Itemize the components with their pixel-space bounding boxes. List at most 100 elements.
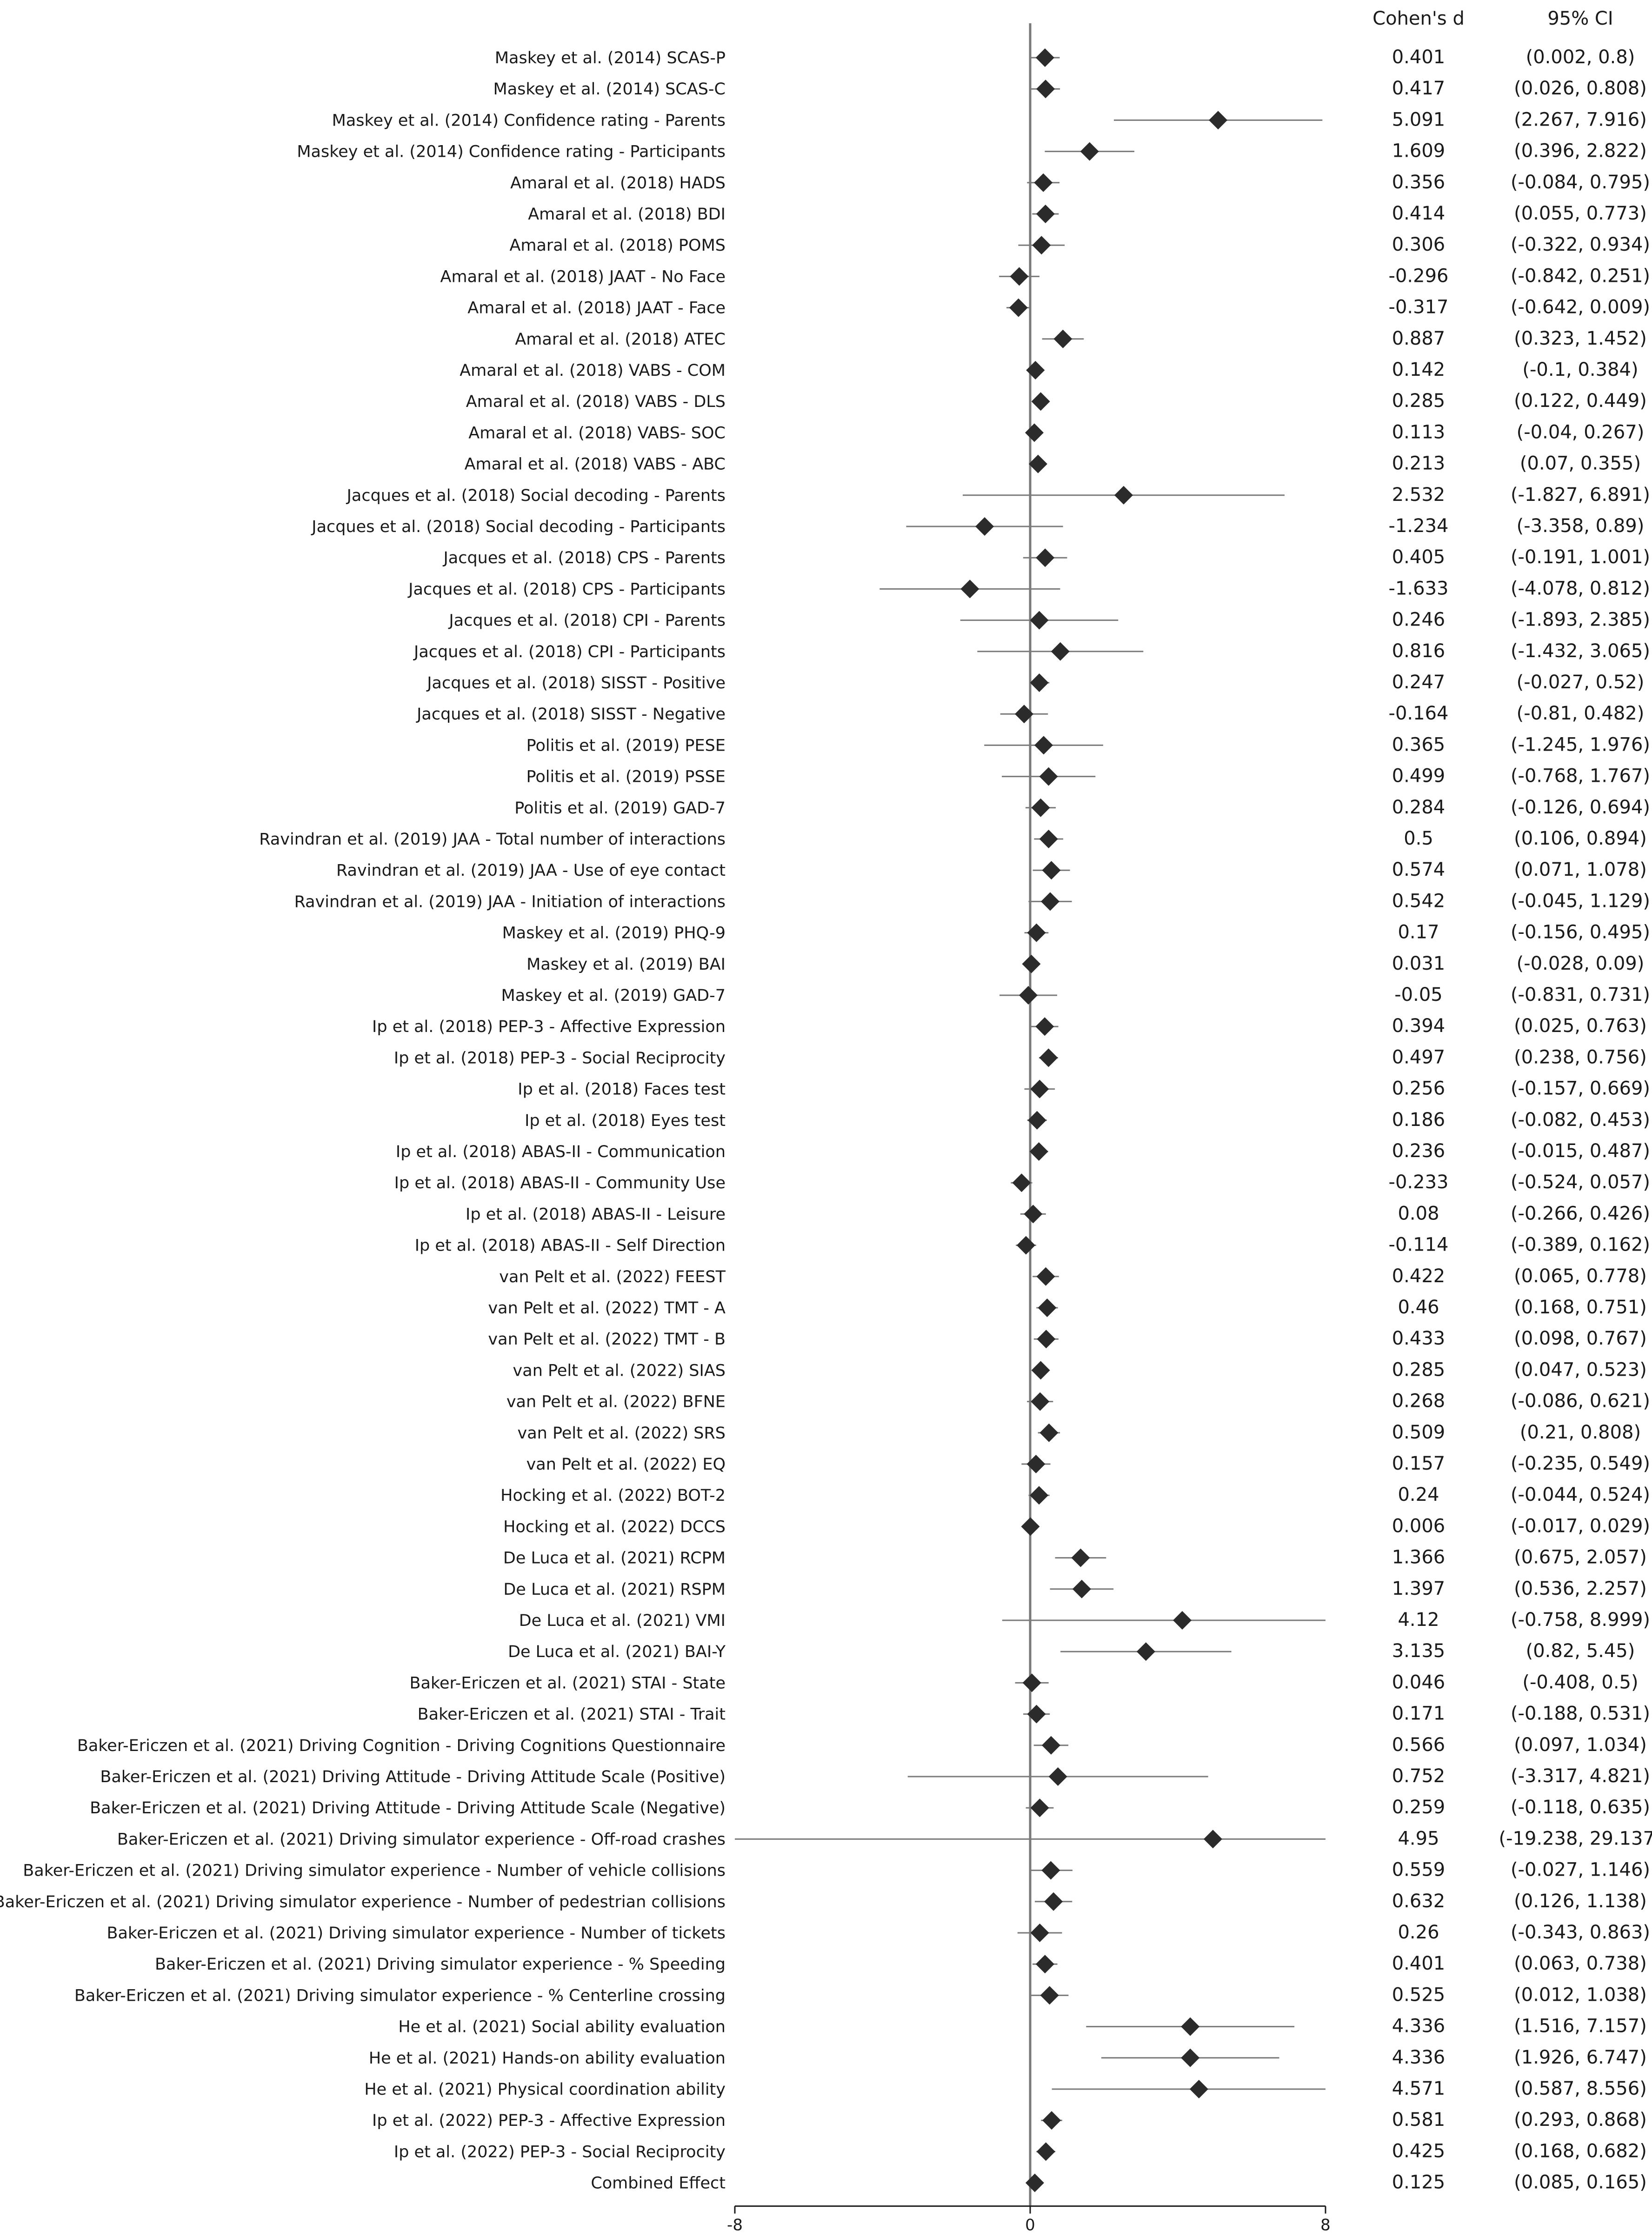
effect-size-marker bbox=[1030, 611, 1049, 630]
study-label: Politis et al. (2019) PSSE bbox=[526, 768, 726, 786]
cohens-d-value: 0.236 bbox=[1392, 1140, 1446, 1162]
study-row: Ip et al. (2018) PEP-3 - Affective Expre… bbox=[372, 1015, 1647, 1037]
effect-size-marker bbox=[1022, 955, 1040, 973]
study-row: Ravindran et al. (2019) JAA - Total numb… bbox=[259, 828, 1647, 849]
effect-size-marker bbox=[1041, 892, 1059, 911]
effect-size-marker bbox=[1038, 1298, 1057, 1317]
study-label: Politis et al. (2019) GAD-7 bbox=[514, 799, 726, 818]
study-label: Ip et al. (2022) PEP-3 - Social Reciproc… bbox=[394, 2143, 726, 2161]
study-label: Ip et al. (2018) PEP-3 - Social Reciproc… bbox=[394, 1049, 726, 1067]
effect-size-marker bbox=[1017, 1236, 1035, 1255]
cohens-d-value: 0.405 bbox=[1392, 546, 1446, 568]
study-label: van Pelt et al. (2022) SIAS bbox=[513, 1361, 726, 1380]
ci-value: (-0.188, 0.531) bbox=[1511, 1703, 1650, 1724]
ci-value: (0.122, 0.449) bbox=[1514, 390, 1647, 412]
study-label: Combined Effect bbox=[591, 2174, 726, 2193]
study-label: van Pelt et al. (2022) FEEST bbox=[499, 1268, 726, 1286]
cohens-d-value: 0.574 bbox=[1392, 859, 1446, 880]
ci-value: (0.396, 2.822) bbox=[1514, 140, 1647, 162]
study-label: Amaral et al. (2018) VABS - COM bbox=[460, 361, 726, 380]
cohens-d-value: 0.08 bbox=[1398, 1203, 1439, 1224]
cohens-d-value: 0.816 bbox=[1392, 640, 1446, 662]
effect-size-marker bbox=[1009, 299, 1028, 317]
cohens-d-value: 1.366 bbox=[1392, 1547, 1446, 1568]
study-row: Baker-Ericzen et al. (2021) Driving Atti… bbox=[100, 1765, 1650, 1787]
effect-size-marker bbox=[1039, 830, 1058, 848]
ci-value: (-0.831, 0.731) bbox=[1511, 984, 1650, 1005]
study-row: Maskey et al. (2019) GAD-7-0.05(-0.831, … bbox=[501, 984, 1651, 1005]
cohens-d-value: 4.336 bbox=[1392, 2047, 1446, 2068]
effect-size-marker bbox=[1036, 48, 1054, 67]
effect-size-marker bbox=[1025, 423, 1044, 442]
study-row: Amaral et al. (2018) JAAT - No Face-0.29… bbox=[440, 265, 1651, 286]
cohens-d-value: -0.233 bbox=[1389, 1172, 1449, 1193]
effect-size-marker bbox=[1024, 1205, 1042, 1223]
study-row: He et al. (2021) Physical coordination a… bbox=[364, 2078, 1646, 2099]
effect-size-marker bbox=[1032, 392, 1050, 411]
cohens-d-value: 0.113 bbox=[1392, 421, 1446, 443]
cohens-d-value: 0.186 bbox=[1392, 1109, 1446, 1131]
effect-size-marker bbox=[1190, 2080, 1208, 2098]
study-row: Ip et al. (2022) PEP-3 - Affective Expre… bbox=[372, 2109, 1647, 2130]
study-row: Ip et al. (2018) ABAS-II - Self Directio… bbox=[415, 1234, 1650, 1256]
cohens-d-value: 0.887 bbox=[1392, 328, 1446, 349]
ci-value: (-1.893, 2.385) bbox=[1511, 609, 1650, 631]
ci-value: (1.926, 6.747) bbox=[1514, 2047, 1647, 2068]
cohens-d-value: 0.006 bbox=[1392, 1515, 1446, 1537]
ci-value: (-0.758, 8.999) bbox=[1511, 1609, 1650, 1631]
study-label: Amaral et al. (2018) VABS - ABC bbox=[465, 455, 726, 474]
study-label: Maskey et al. (2019) PHQ-9 bbox=[502, 924, 726, 943]
ci-value: (-0.156, 0.495) bbox=[1511, 922, 1650, 943]
study-row: Baker-Ericzen et al. (2021) Driving simu… bbox=[117, 1828, 1652, 1849]
effect-size-marker bbox=[1039, 1048, 1058, 1067]
ci-value: (1.516, 7.157) bbox=[1514, 2016, 1647, 2037]
cohens-d-value: -1.234 bbox=[1389, 515, 1449, 537]
study-row: Baker-Ericzen et al. (2021) Driving simu… bbox=[107, 1922, 1650, 1943]
ci-value: (0.293, 0.868) bbox=[1514, 2109, 1647, 2130]
header-layer: Cohen's d 95% CI bbox=[1372, 8, 1613, 29]
ci-value: (-0.642, 0.009) bbox=[1511, 297, 1650, 318]
effect-size-marker bbox=[1173, 1611, 1192, 1630]
study-row: Baker-Ericzen et al. (2021) STAI - Trait… bbox=[418, 1703, 1650, 1724]
study-row: Baker-Ericzen et al. (2021) Driving simu… bbox=[23, 1859, 1650, 1881]
effect-size-marker bbox=[1021, 1517, 1039, 1536]
ci-value: (-0.027, 0.52) bbox=[1517, 672, 1645, 693]
study-row: Jacques et al. (2018) Social decoding - … bbox=[311, 515, 1644, 537]
ci-value: (0.097, 1.034) bbox=[1514, 1734, 1647, 1756]
study-label: Hocking et al. (2022) DCCS bbox=[503, 1518, 726, 1536]
effect-size-marker bbox=[1042, 861, 1061, 879]
cohens-d-value: 4.12 bbox=[1398, 1609, 1439, 1631]
cohens-d-value: 0.401 bbox=[1392, 1953, 1446, 1974]
cohens-d-value: 3.135 bbox=[1392, 1640, 1446, 1662]
study-label: van Pelt et al. (2022) EQ bbox=[526, 1455, 726, 1474]
ci-value: (-0.126, 0.694) bbox=[1511, 797, 1650, 818]
study-row: Baker-Ericzen et al. (2021) Driving Atti… bbox=[90, 1797, 1650, 1818]
ci-value: (-0.027, 1.146) bbox=[1511, 1859, 1650, 1881]
ci-value: (-0.768, 1.767) bbox=[1511, 766, 1650, 787]
study-row: Amaral et al. (2018) JAAT - Face-0.317(-… bbox=[467, 297, 1650, 318]
study-label: Amaral et al. (2018) ATEC bbox=[515, 330, 726, 349]
study-label: He et al. (2021) Hands-on ability evalua… bbox=[369, 2049, 726, 2068]
study-label: Amaral et al. (2018) JAAT - No Face bbox=[440, 267, 726, 286]
study-row: Maskey et al. (2014) Confidence rating -… bbox=[332, 109, 1647, 130]
effect-size-marker bbox=[1053, 330, 1072, 348]
cohens-d-value: 0.46 bbox=[1398, 1297, 1439, 1318]
ci-value: (-0.1, 0.384) bbox=[1522, 359, 1638, 380]
cohens-d-value: 0.509 bbox=[1392, 1422, 1446, 1443]
cohens-d-value: -0.114 bbox=[1389, 1234, 1449, 1256]
study-row: Ip et al. (2018) ABAS-II - Community Use… bbox=[394, 1172, 1650, 1193]
